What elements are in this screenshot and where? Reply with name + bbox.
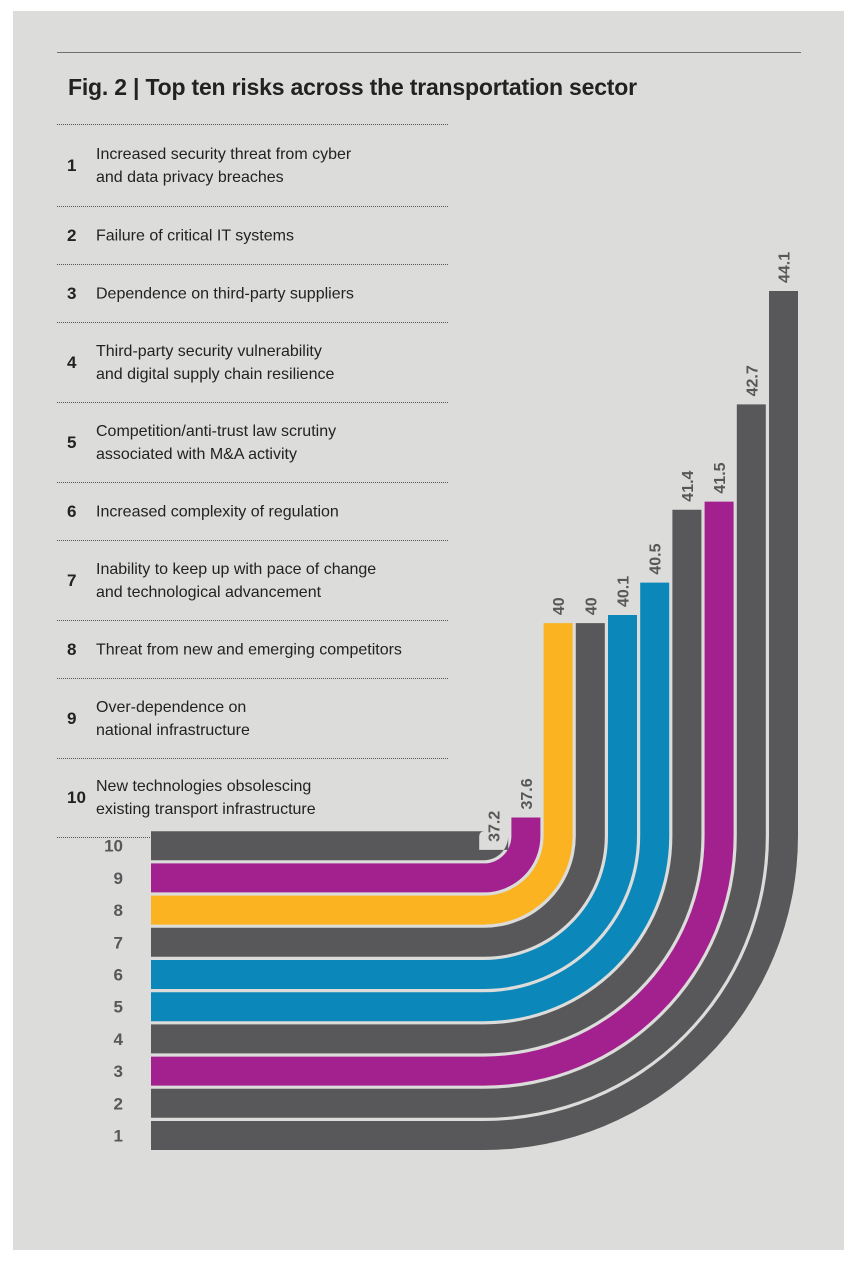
value-label: 40 [551, 597, 568, 615]
value-label: 44.1 [777, 252, 794, 283]
bar-band [151, 831, 509, 861]
risk-description-line: Inability to keep up with pace of change [96, 560, 377, 578]
rank-label: 9 [114, 869, 123, 888]
rank-label: 5 [114, 998, 123, 1017]
risk-description-line: associated with M&A activity [96, 445, 297, 463]
risk-row: 7 Inability to keep up with pace of chang… [57, 540, 448, 620]
rank-label: 2 [114, 1094, 123, 1113]
value-label: 41.4 [680, 470, 697, 501]
risk-row: 9 Over-dependence on national infrastructu… [57, 678, 448, 758]
risk-description: Threat from new and emerging competitors [96, 638, 426, 661]
risk-rank: 8 [67, 639, 77, 659]
risk-rank: 6 [67, 501, 77, 521]
risk-row: 5 Competition/anti-trust law scrutiny asso… [57, 402, 448, 482]
risk-row: 10 New technologies obsolescing existing t… [57, 758, 448, 838]
risk-rank: 1 [67, 155, 77, 175]
risk-description-line: Threat from new and emerging competitors [96, 641, 402, 658]
rank-label: 6 [114, 966, 123, 985]
rank-label: 7 [114, 933, 123, 952]
risk-description-line: Over-dependence on [96, 698, 247, 716]
value-label: 40 [583, 597, 600, 615]
risk-rank: 9 [67, 708, 77, 728]
risk-row: 1 Increased security threat from cyber and… [57, 124, 448, 206]
value-label: 37.6 [519, 778, 536, 809]
risk-description-line: Increased complexity of regulation [96, 503, 339, 520]
risk-description-line: New technologies obsolescing [96, 778, 312, 795]
value-label: 42.7 [744, 365, 761, 396]
bar-band [151, 623, 573, 925]
risk-description: Increased security threat from cyber and … [96, 143, 426, 189]
value-label: 40.1 [616, 576, 633, 607]
risk-description-line: and technological advancement [96, 583, 322, 601]
risk-description-line: and data privacy breaches [96, 168, 284, 186]
risk-row: 4 Third-party security vulnerability and d… [57, 322, 448, 402]
risk-rank: 7 [67, 570, 77, 590]
rank-label: 3 [114, 1062, 123, 1081]
risk-description: Over-dependence on national infrastructur… [96, 696, 426, 742]
bar-band [151, 817, 541, 893]
risk-description-line: Third-party security vulnerability [96, 342, 322, 360]
risk-description: Increased complexity of regulation [96, 500, 426, 523]
risk-row: 3 Dependence on third-party suppliers [57, 264, 448, 322]
value-label: 40.5 [648, 543, 665, 574]
value-label: 37.2 [487, 811, 504, 842]
risk-description-line: existing transport infrastructure [96, 801, 316, 818]
rank-label: 10 [104, 837, 123, 856]
risk-row: 2 Failure of critical IT systems [57, 206, 448, 264]
risk-description: Competition/anti-trust law scrutiny assoc… [96, 420, 426, 466]
value-label: 41.5 [712, 462, 729, 493]
risk-description-line: Failure of critical IT systems [96, 227, 294, 244]
risk-description-line: and digital supply chain resilience [96, 365, 335, 383]
risk-description: Inability to keep up with pace of change… [96, 558, 426, 604]
figure-title: Fig. 2 | Top ten risks across the transp… [68, 74, 637, 100]
risk-description-line: Competition/anti-trust law scrutiny [96, 422, 337, 440]
risk-list: 1 Increased security threat from cyber and… [57, 124, 448, 838]
risk-row: 8 Threat from new and emerging competitor… [57, 620, 448, 678]
risk-rank: 2 [67, 225, 77, 245]
rank-label: 1 [114, 1127, 123, 1146]
risk-description-line: Increased security threat from cyber [96, 145, 352, 163]
risk-rank: 5 [67, 432, 77, 452]
rank-label: 4 [114, 1030, 124, 1049]
risk-description: New technologies obsolescing existing tra… [96, 775, 426, 821]
risk-rank: 4 [67, 352, 77, 372]
rank-label: 8 [114, 901, 123, 920]
risk-description-line: national infrastructure [96, 721, 250, 739]
risk-description: Failure of critical IT systems [96, 224, 426, 247]
bar-band [151, 623, 605, 957]
top-rule [57, 52, 801, 53]
risk-rank: 10 [67, 788, 86, 807]
risk-row: 6 Increased complexity of regulation [57, 482, 448, 540]
risk-description: Dependence on third-party suppliers [96, 282, 426, 305]
risk-description: Third-party security vulnerability and di… [96, 340, 426, 386]
risk-description-line: Dependence on third-party suppliers [96, 285, 354, 302]
risk-rank: 3 [67, 283, 77, 303]
